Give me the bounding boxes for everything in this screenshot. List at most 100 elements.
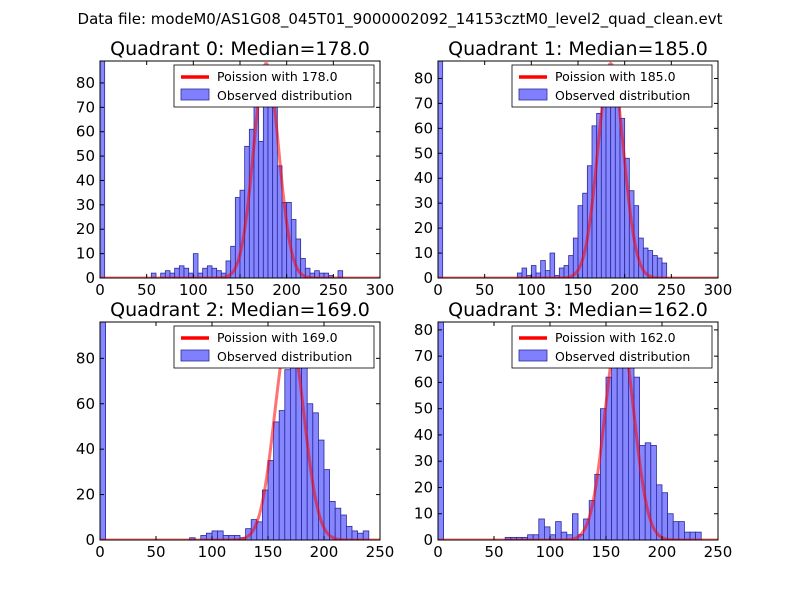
- y-tick-label: 40: [414, 426, 433, 444]
- x-tick-label: 250: [657, 281, 686, 299]
- x-tick-label: 50: [484, 543, 503, 561]
- y-tick-label: 50: [414, 144, 433, 162]
- histogram-bar: [538, 518, 545, 540]
- histogram-bar: [614, 103, 621, 278]
- histogram-bar: [605, 95, 612, 278]
- poisson-curve: [100, 61, 380, 278]
- legend: Poission with 185.0 Observed distribution: [511, 64, 713, 108]
- legend-label-observed: Observed distribution: [555, 88, 690, 103]
- chart-title: Quadrant 0: Median=178.0: [110, 38, 370, 60]
- x-tick-label: 100: [517, 281, 546, 299]
- histogram-bar: [555, 521, 562, 540]
- x-tick-label: 100: [179, 281, 208, 299]
- x-tick-label: 150: [592, 543, 621, 561]
- y-tick-label: 30: [414, 194, 433, 212]
- x-tick-label: 50: [475, 281, 494, 299]
- y-tick-label: 70: [76, 98, 95, 116]
- legend-label-observed: Observed distribution: [555, 349, 690, 364]
- poisson-curve: [438, 61, 718, 278]
- y-tick-label: 60: [76, 123, 95, 141]
- legend-bar-swatch: [180, 349, 210, 362]
- histogram-bar: [622, 355, 629, 540]
- histogram-bar: [289, 364, 297, 540]
- x-tick-label: 50: [137, 281, 156, 299]
- y-tick-label: 80: [414, 321, 433, 339]
- x-tick-label: 200: [648, 543, 677, 561]
- chart-panels: 0 50 100 150 200 250 30001020304050607080Quadr…: [76, 38, 732, 561]
- histogram-bar: [656, 257, 663, 278]
- legend-label-poisson: Poission with 162.0: [555, 330, 676, 345]
- y-tick-label: 80: [414, 69, 433, 87]
- legend: Poission with 162.0 Observed distribution: [511, 325, 713, 369]
- chart-title: Quadrant 3: Median=162.0: [448, 299, 708, 321]
- legend-bar-swatch: [180, 88, 210, 101]
- x-tick-label: 200: [272, 281, 301, 299]
- histogram-bar: [206, 265, 213, 278]
- y-tick-label: 20: [414, 478, 433, 496]
- histogram-bar: [672, 521, 680, 540]
- quadrant-1-chart: 0 50 100 150 200 250 300 0 10 20 30 40 50 60 70 80 Quadr…: [414, 38, 732, 299]
- legend-label-observed: Observed distribution: [217, 349, 352, 364]
- y-tick-label: 60: [414, 373, 433, 391]
- figure-suptitle: Data file: modeM0/AS1G08_045T01_90000020…: [78, 10, 723, 29]
- quadrant-2-chart: 0 50 100 150 200 250 0 20 40 60 80 Quadrant 2: Medi…: [76, 299, 394, 561]
- x-tick-label: 100: [536, 543, 565, 561]
- histogram-bar: [273, 421, 280, 540]
- histogram-bar: [438, 322, 444, 540]
- x-tick-label: 200: [610, 281, 639, 299]
- y-tick-label: 70: [414, 94, 433, 112]
- x-tick-label: 0: [95, 543, 105, 561]
- histogram-bar: [438, 61, 444, 278]
- y-tick-label: 80: [76, 349, 95, 367]
- chart-title: Quadrant 1: Median=185.0: [448, 38, 708, 60]
- legend: Poission with 169.0 Observed distribution: [173, 325, 375, 369]
- histogram-bar: [661, 492, 668, 540]
- histogram-bar: [530, 265, 537, 278]
- y-tick-label: 80: [76, 74, 95, 92]
- histogram-bar: [267, 80, 274, 278]
- histogram-bar: [540, 260, 546, 278]
- y-tick-label: 0: [85, 269, 95, 287]
- y-tick-label: 50: [76, 147, 95, 165]
- y-tick-label: 0: [85, 531, 95, 549]
- histogram-bar: [100, 61, 106, 278]
- axes-frame: [437, 321, 719, 541]
- histogram-bar: [652, 255, 658, 278]
- histogram-bar: [278, 410, 286, 540]
- y-tick-label: 30: [414, 452, 433, 470]
- y-tick-label: 70: [414, 347, 433, 365]
- chart-title: Quadrant 2: Median=169.0: [110, 299, 370, 321]
- histogram-bar: [695, 531, 702, 540]
- x-tick-label: 100: [198, 543, 227, 561]
- legend: Poission with 178.0 Observed distribution: [173, 64, 375, 108]
- histogram-bar: [334, 507, 342, 540]
- y-tick-label: 10: [76, 245, 95, 263]
- legend-label-poisson: Poission with 178.0: [217, 69, 338, 84]
- x-tick-label: 150: [254, 543, 283, 561]
- x-tick-label: 0: [95, 281, 105, 299]
- y-tick-label: 30: [76, 196, 95, 214]
- histogram-bar: [544, 526, 551, 540]
- x-tick-label: 0: [433, 281, 443, 299]
- y-tick-label: 50: [414, 400, 433, 418]
- histogram-bar: [100, 322, 106, 540]
- x-tick-label: 250: [319, 281, 348, 299]
- histogram-bar: [150, 272, 157, 278]
- axes-frame: [99, 321, 381, 541]
- histogram-bar: [262, 82, 269, 278]
- x-tick-label: 300: [366, 281, 395, 299]
- x-tick-label: 0: [433, 543, 443, 561]
- histogram-bar: [258, 141, 264, 278]
- histogram-bar: [661, 262, 668, 278]
- y-tick-label: 0: [423, 531, 433, 549]
- x-tick-label: 150: [226, 281, 255, 299]
- histogram-bar: [610, 78, 616, 278]
- y-tick-label: 60: [76, 395, 95, 413]
- histogram-bar: [345, 525, 353, 540]
- legend-bar-swatch: [518, 88, 548, 101]
- quadrant-3-chart: 0 50 100 150 200 250 0 10 20 30 40 50 60 70 80 Quadrant…: [414, 299, 732, 561]
- x-tick-label: 250: [366, 543, 395, 561]
- histogram-bar: [549, 252, 556, 278]
- histogram-bar: [312, 412, 319, 540]
